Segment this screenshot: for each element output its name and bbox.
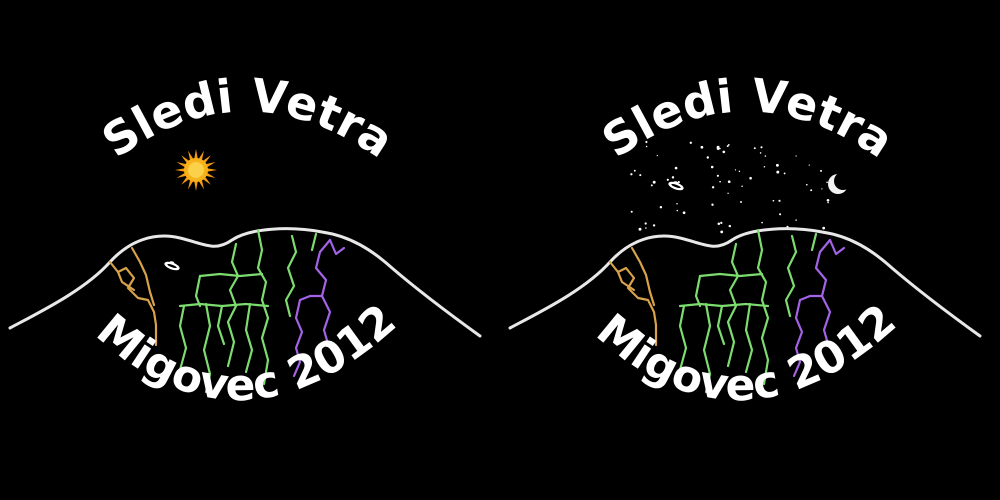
star-icon [716,145,720,149]
star-icon [778,199,781,202]
sun-ray [194,149,198,160]
star-icon [741,185,743,188]
star-icon [826,181,828,184]
star-icon [749,176,752,180]
star-icon [719,147,721,150]
sun-icon [175,149,217,191]
star-icon [633,169,636,172]
moon-icon [828,172,852,194]
star-icon [776,170,780,174]
star-icon [779,213,782,216]
sun-ray [206,168,217,172]
star-icon [682,211,686,215]
star-icon [738,170,741,173]
panel-day: Sledi Vetra Migovec 2012 [8,68,482,412]
sun-ray [198,150,204,161]
star-icon [710,165,714,169]
star-icon [711,203,714,206]
star-field [630,140,830,234]
star-icon [734,169,737,171]
sun-ray [176,172,187,178]
star-icon [666,178,669,181]
star-icon [822,226,826,230]
star-icon [727,192,729,194]
star-icon [674,166,678,170]
star-icon [728,224,732,228]
star-icon [763,165,766,168]
star-icon [659,205,663,209]
sun-ray [194,180,198,191]
sun-ray [198,179,204,190]
star-icon [720,230,724,234]
star-icon [645,227,647,229]
star-icon [652,224,656,227]
ufo-icon [163,259,181,273]
sun-ray [202,155,211,164]
star-icon [656,155,658,157]
star-icon [650,184,653,187]
star-icon [775,163,779,167]
star-icon [764,155,767,157]
star-icon [759,152,762,154]
star-icon [638,227,642,231]
panel-night: Sledi Vetra Migovec 2012 [508,68,982,412]
star-icon [826,198,830,202]
star-icon [821,188,823,190]
star-icon [677,181,680,184]
title-bottom-night: Migovec 2012 [587,295,906,412]
sun-ray [175,168,186,172]
star-icon [630,173,633,176]
star-icon [645,145,648,148]
star-icon [717,222,721,226]
star-icon [700,145,704,149]
star-icon [795,219,797,221]
star-icon [761,221,763,224]
star-icon [722,150,726,154]
title-top-night: Sledi Vetra [592,68,903,168]
star-icon [740,201,742,203]
star-icon [676,203,678,205]
star-icon [716,174,719,177]
star-icon [652,180,656,184]
sun-ray [181,176,190,185]
star-icon [805,183,808,186]
star-icon [644,222,647,225]
star-icon [720,221,723,225]
star-icon [726,145,729,148]
sun-ray [202,176,211,185]
star-icon [630,210,633,213]
star-icon [820,169,822,172]
sun-ray [188,179,194,190]
sun-ray [181,155,190,164]
star-icon [810,189,813,192]
star-icon [639,174,642,177]
sun-ray [205,162,216,168]
star-icon [760,146,763,149]
star-icon [727,144,730,146]
star-icon [645,140,648,144]
title-bottom-day: Migovec 2012 [87,295,406,412]
sun-ray [205,172,216,178]
star-icon [795,155,797,157]
star-icon [689,141,692,144]
star-icon [676,209,679,212]
star-icon [772,199,775,202]
sun-ray [176,162,187,168]
star-icon [827,201,829,204]
star-icon [783,172,786,175]
sun-ray [188,150,194,161]
star-icon [727,180,731,184]
star-icon [671,176,675,179]
star-icon [753,147,756,150]
star-icon [706,156,709,159]
ufo-icon [667,179,685,193]
star-icon [711,186,715,189]
star-icon [808,164,810,166]
title-top-day: Sledi Vetra [92,68,403,168]
star-icon [719,180,721,183]
